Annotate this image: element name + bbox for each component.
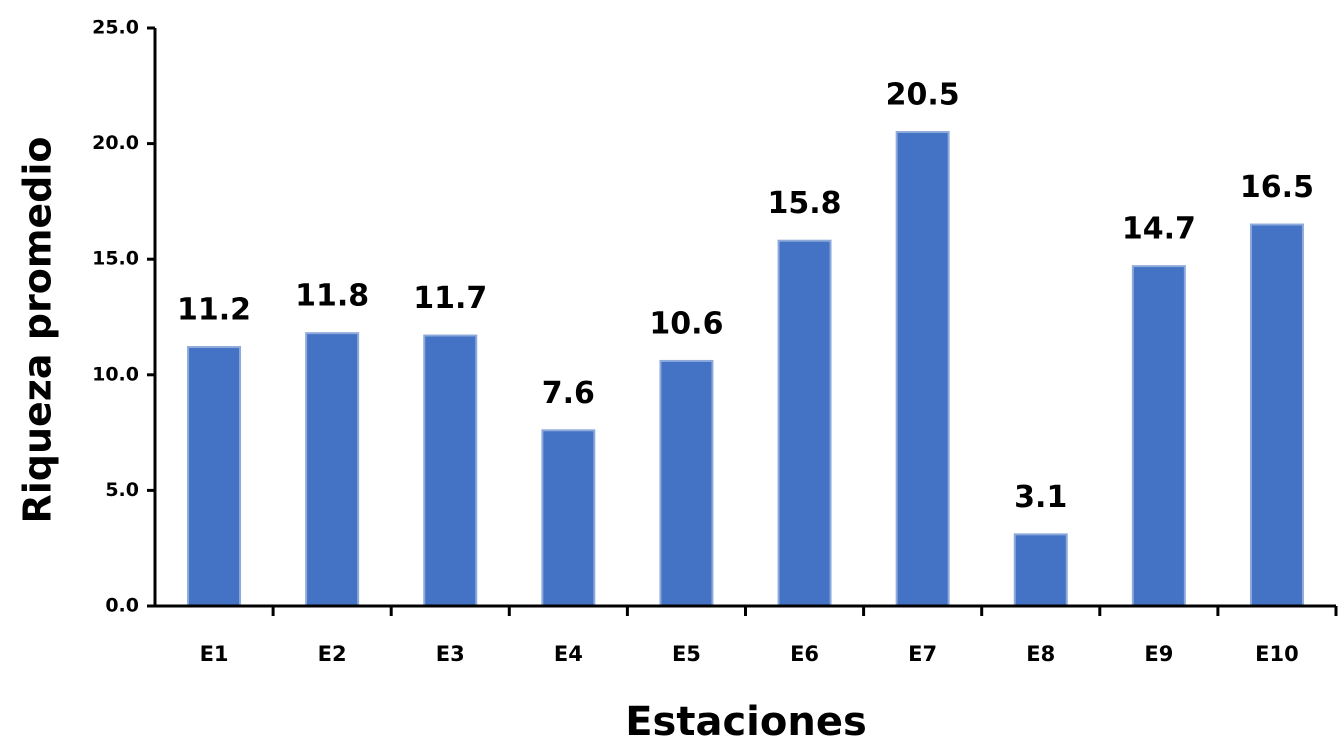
value-label: 11.2: [177, 293, 251, 328]
y-tick-label: 15.0: [92, 248, 139, 270]
value-label: 14.7: [1122, 212, 1196, 247]
value-label: 7.6: [542, 376, 595, 411]
value-label: 15.8: [768, 186, 842, 221]
x-tick-label: E2: [318, 642, 347, 666]
value-label: 16.5: [1240, 170, 1314, 205]
value-label: 10.6: [649, 306, 723, 341]
value-label: 11.8: [295, 279, 369, 314]
value-label: 20.5: [886, 78, 960, 113]
x-tick-label: E9: [1144, 642, 1173, 666]
x-tick-label: E8: [1026, 642, 1055, 666]
x-tick-label: E3: [436, 642, 465, 666]
x-tick-label: E6: [790, 642, 819, 666]
bar: [777, 239, 832, 607]
bar: [895, 131, 950, 607]
bar: [1249, 223, 1304, 608]
x-tick-label: E7: [908, 642, 937, 666]
y-tick-label: 0.0: [105, 595, 139, 617]
value-label: 11.7: [413, 281, 487, 316]
x-tick-label: E4: [554, 642, 583, 666]
bar: [659, 359, 714, 608]
x-axis-title: Estaciones: [625, 699, 867, 744]
x-tick-label: E5: [672, 642, 701, 666]
y-tick-label: 5.0: [105, 479, 139, 501]
y-tick-label: 10.0: [92, 363, 139, 385]
bar: [305, 332, 360, 607]
y-tick-label: 25.0: [92, 17, 139, 39]
x-tick-label: E10: [1255, 642, 1299, 666]
value-label: 3.1: [1014, 480, 1067, 515]
bar: [423, 334, 478, 607]
bar: [187, 346, 242, 607]
y-tick-label: 20.0: [92, 132, 139, 154]
bar: [1131, 265, 1186, 607]
x-tick-label: E1: [200, 642, 229, 666]
bar: [1013, 533, 1068, 607]
y-axis-title: Riqueza promedio: [16, 136, 60, 523]
bar: [541, 429, 596, 607]
